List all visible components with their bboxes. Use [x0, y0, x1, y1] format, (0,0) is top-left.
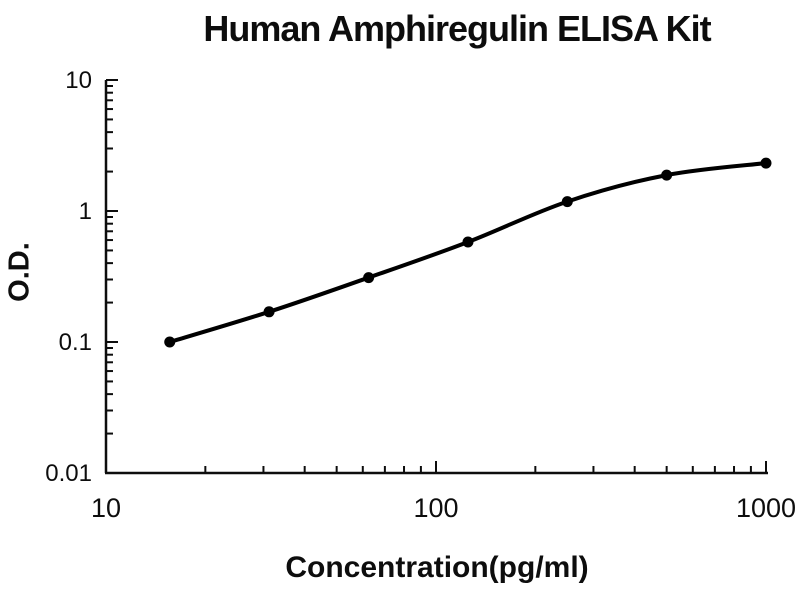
y-tick-label: 0.1 [59, 329, 92, 356]
data-point-marker [462, 236, 474, 248]
x-tick-label: 10 [91, 493, 121, 523]
data-point-marker [363, 272, 375, 284]
data-point-marker [561, 196, 573, 208]
x-axis-title: Concentration(pg/ml) [285, 551, 589, 584]
data-point-marker [164, 336, 176, 348]
y-tick-label: 10 [65, 67, 92, 94]
y-tick-label: 1 [79, 198, 92, 225]
data-point-marker [760, 157, 772, 169]
y-tick-label: 0.01 [45, 460, 92, 487]
x-tick-label: 1000 [736, 493, 796, 523]
data-point-marker [661, 169, 673, 181]
data-point-marker [263, 306, 275, 318]
y-axis-title: O.D. [3, 242, 36, 302]
x-tick-label: 100 [413, 493, 458, 523]
standard-curve-line [167, 161, 768, 344]
chart-title: Human Amphiregulin ELISA Kit [203, 8, 711, 49]
